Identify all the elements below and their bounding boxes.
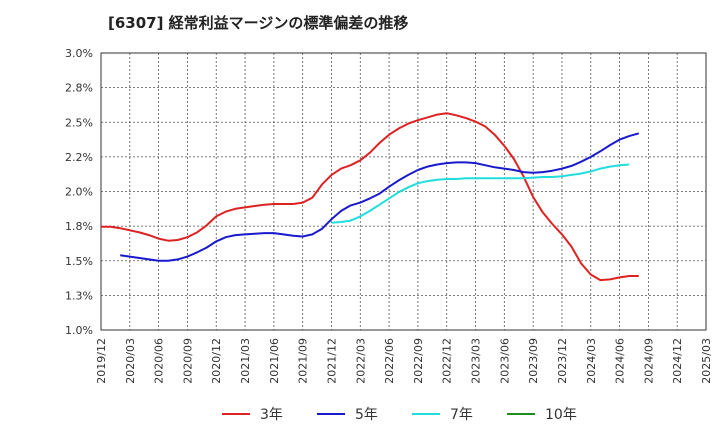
legend-label: 5年 — [355, 407, 378, 423]
series-line-5年 — [120, 132, 640, 262]
y-tick-label: 1.3% — [65, 289, 93, 302]
x-tick-label: 2024/12 — [671, 338, 684, 384]
y-tick-label: 1.0% — [65, 324, 93, 337]
x-tick-label: 2025/03 — [700, 338, 713, 384]
x-tick-label: 2023/09 — [527, 338, 540, 384]
y-tick-label: 3.0% — [65, 47, 93, 60]
plot-frame — [100, 52, 707, 331]
chart-title: [6307] 経常利益マージンの標準偏差の推移 — [108, 14, 409, 32]
series-line-3年 — [101, 112, 639, 282]
x-tick-label: 2024/09 — [642, 338, 655, 384]
x-tick-label: 2020/03 — [124, 338, 137, 384]
x-tick-label: 2022/09 — [412, 338, 425, 384]
x-tick-label: 2022/03 — [354, 338, 367, 384]
x-tick-label: 2024/06 — [614, 338, 627, 384]
x-tick-label: 2019/12 — [95, 338, 108, 384]
x-tick-label: 2021/06 — [268, 338, 281, 384]
x-tick-label: 2023/06 — [498, 338, 511, 384]
x-tick-label: 2023/12 — [556, 338, 569, 384]
x-tick-label: 2021/12 — [325, 338, 338, 384]
y-tick-label: 1.5% — [65, 255, 93, 268]
y-tick-label: 2.5% — [65, 116, 93, 129]
x-tick-label: 2021/03 — [239, 338, 252, 384]
legend-label: 10年 — [545, 407, 577, 423]
series-line-7年 — [331, 163, 630, 224]
x-tick-label: 2023/03 — [470, 338, 483, 384]
legend-label: 3年 — [260, 407, 283, 423]
y-tick-label: 2.0% — [65, 186, 93, 199]
y-tick-label: 1.8% — [65, 220, 93, 233]
x-tick-label: 2022/06 — [383, 338, 396, 384]
x-tick-label: 2020/09 — [181, 338, 194, 384]
plot-area — [101, 53, 706, 330]
legend-label: 7年 — [450, 407, 473, 423]
y-tick-label: 2.8% — [65, 82, 93, 95]
x-tick-label: 2022/12 — [441, 338, 454, 384]
x-tick-label: 2021/09 — [297, 338, 310, 384]
x-tick-label: 2020/06 — [153, 338, 166, 384]
y-tick-label: 2.2% — [65, 151, 93, 164]
x-tick-label: 2020/12 — [210, 338, 223, 384]
x-tick-label: 2024/03 — [585, 338, 598, 384]
